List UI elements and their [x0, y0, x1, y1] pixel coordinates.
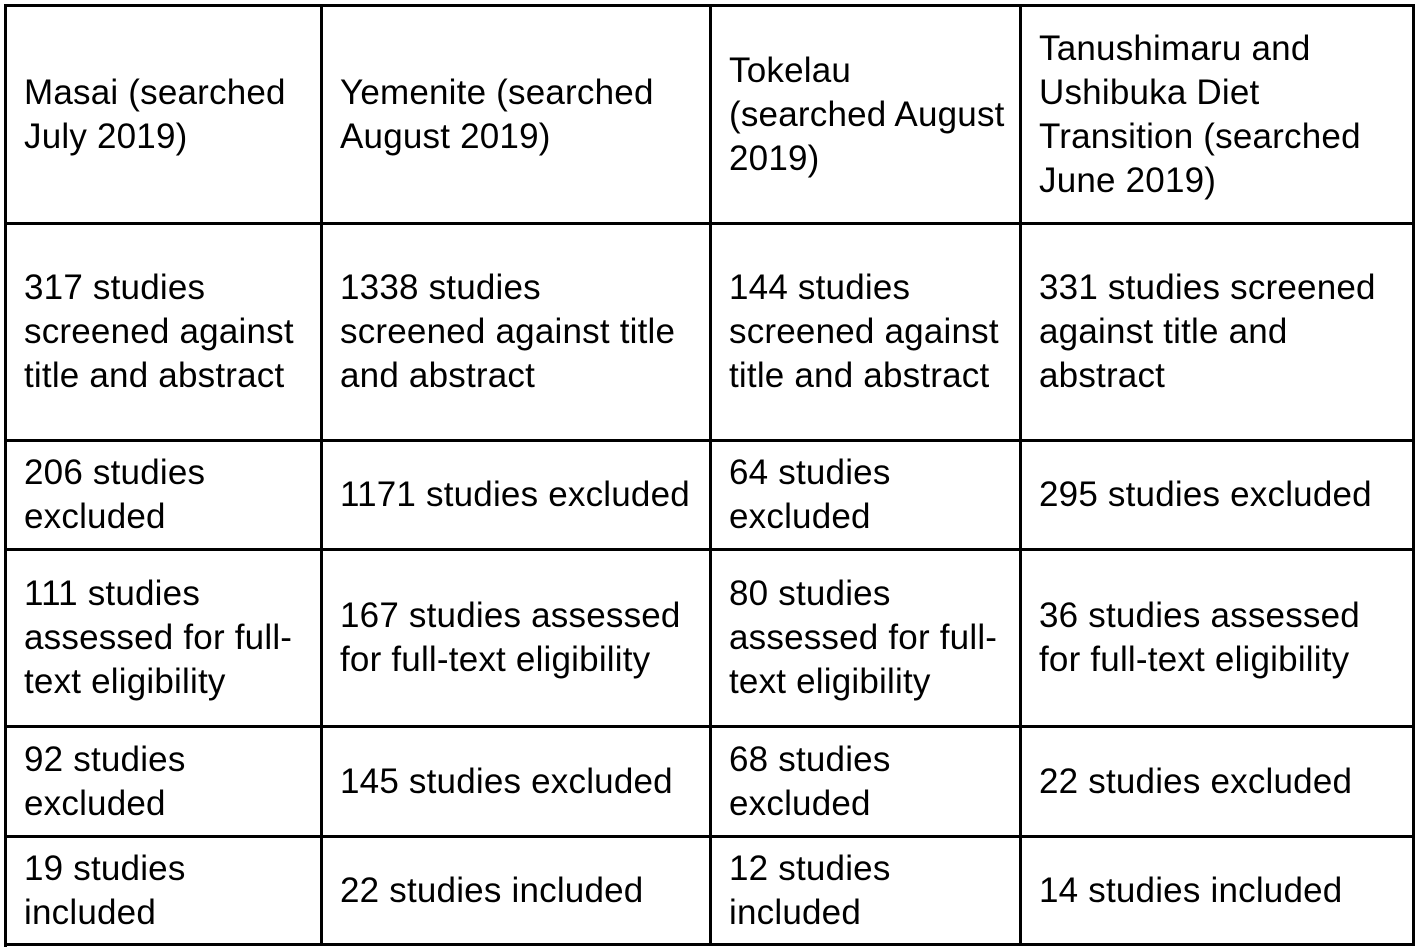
screened-cell-tanushimaru: 331 studies screened against title and a… [1022, 225, 1415, 442]
excluded-initial-cell-masai: 206 studies excluded [7, 442, 323, 551]
assessed-cell-tanushimaru: 36 studies assessed for full-text eligib… [1022, 551, 1415, 728]
header-cell-yemenite: Yemenite (searched August 2019) [323, 7, 712, 225]
assessed-cell-masai: 111 studies assessed for full-text eligi… [7, 551, 323, 728]
included-cell-yemenite: 22 studies included [323, 838, 712, 946]
screened-cell-tokelau: 144 studies screened against title and a… [712, 225, 1022, 442]
study-flow-table: Masai (searched July 2019) Yemenite (sea… [4, 4, 1415, 947]
assessed-cell-tokelau: 80 studies assessed for full-text eligib… [712, 551, 1022, 728]
included-cell-tanushimaru: 14 studies included [1022, 838, 1415, 946]
excluded-initial-cell-tokelau: 64 studies excluded [712, 442, 1022, 551]
excluded-fulltext-cell-yemenite: 145 studies excluded [323, 728, 712, 838]
excluded-fulltext-cell-tanushimaru: 22 studies excluded [1022, 728, 1415, 838]
included-cell-masai: 19 studies included [7, 838, 323, 946]
screened-cell-masai: 317 studies screened against title and a… [7, 225, 323, 442]
assessed-cell-yemenite: 167 studies assessed for full-text eligi… [323, 551, 712, 728]
header-cell-tokelau: Tokelau (searched August 2019) [712, 7, 1022, 225]
excluded-initial-cell-yemenite: 1171 studies excluded [323, 442, 712, 551]
header-cell-masai: Masai (searched July 2019) [7, 7, 323, 225]
screened-cell-yemenite: 1338 studies screened against title and … [323, 225, 712, 442]
excluded-fulltext-cell-tokelau: 68 studies excluded [712, 728, 1022, 838]
excluded-fulltext-cell-masai: 92 studies excluded [7, 728, 323, 838]
included-cell-tokelau: 12 studies included [712, 838, 1022, 946]
excluded-initial-cell-tanushimaru: 295 studies excluded [1022, 442, 1415, 551]
header-cell-tanushimaru: Tanushimaru and Ushibuka Diet Transition… [1022, 7, 1415, 225]
